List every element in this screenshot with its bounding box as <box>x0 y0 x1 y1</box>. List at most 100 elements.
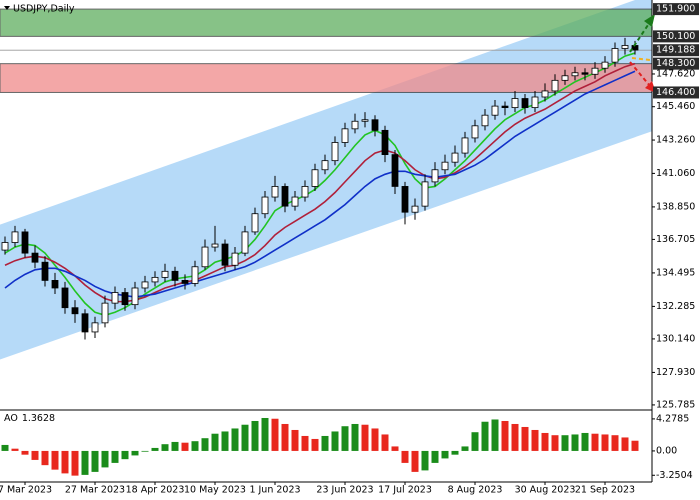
candle-body <box>171 270 179 281</box>
candle-body <box>211 243 219 248</box>
ao-tick-label: 0.00 <box>656 445 677 456</box>
ao-bar <box>431 450 439 463</box>
ao-bar <box>161 444 169 451</box>
candle-body <box>501 105 509 109</box>
ao-bar <box>291 429 299 451</box>
candle-body <box>471 125 479 139</box>
candle-body <box>491 105 499 116</box>
candle-body <box>71 307 79 315</box>
ao-bar <box>91 450 99 472</box>
ao-bar <box>131 450 139 456</box>
candle-body <box>41 261 49 281</box>
ao-bar <box>561 435 569 451</box>
ao-bar <box>101 450 109 468</box>
y-tick-label: 147.620 <box>656 68 695 79</box>
arrow-head <box>644 14 655 27</box>
y-tick-label: 134.495 <box>656 267 695 278</box>
title-marker <box>4 6 10 10</box>
ao-bar <box>441 450 449 459</box>
candle-body <box>261 196 269 215</box>
candle-body <box>131 287 139 306</box>
ao-name: AO <box>4 413 18 424</box>
level-zone <box>0 8 653 37</box>
ao-bar <box>21 450 29 455</box>
candle-body <box>371 119 379 131</box>
ao-bar <box>111 450 119 463</box>
ao-bar <box>1 444 9 451</box>
ao-bar <box>461 446 469 451</box>
ao-bar <box>261 417 269 451</box>
y-tick-label: 132.285 <box>656 301 695 312</box>
candle-body <box>461 137 469 154</box>
ao-bar <box>401 450 409 463</box>
ao-bar <box>11 448 19 451</box>
x-tick-label: 8 Aug 2023 <box>448 485 503 496</box>
candle-body <box>401 186 409 213</box>
level-label-box <box>653 57 699 70</box>
ao-bar <box>631 440 639 451</box>
level-label-box <box>653 3 699 16</box>
candle-body <box>421 181 429 207</box>
ao-bar <box>331 431 339 451</box>
ao-bar <box>491 419 499 451</box>
candle-body <box>411 205 419 213</box>
ao-label: AO 1.3628 <box>4 413 55 424</box>
candle-body <box>91 322 99 333</box>
candle-body <box>201 246 209 268</box>
candle-body <box>571 72 579 77</box>
ao-bar <box>231 428 239 451</box>
ao-bar <box>471 432 479 451</box>
candle-body <box>301 186 309 198</box>
candle-body <box>531 96 539 109</box>
candle-body <box>351 120 359 130</box>
candle-body <box>11 231 19 243</box>
moving-average <box>4 62 636 303</box>
ao-bar <box>191 441 199 451</box>
ao-bar <box>61 450 69 474</box>
ao-bar <box>321 435 329 451</box>
candle-body <box>161 270 169 278</box>
y-tick-label: 125.785 <box>656 399 695 410</box>
candle-body <box>611 48 619 63</box>
level-label: 146.400 <box>656 87 695 98</box>
x-tick-label: 23 Jun 2023 <box>316 485 373 496</box>
level-label: 150.100 <box>656 31 695 42</box>
current-price-label: 149.188 <box>656 45 695 56</box>
ao-bar <box>361 424 369 451</box>
ao-bar <box>501 420 509 451</box>
ao-bar <box>601 434 609 451</box>
candle-body <box>51 280 59 289</box>
ao-bar <box>271 418 279 451</box>
x-tick-label: 30 Aug 2023 <box>515 485 576 496</box>
candle-body <box>601 61 609 69</box>
candle-body <box>151 276 159 283</box>
ao-bar <box>541 432 549 451</box>
candle-body <box>231 252 239 266</box>
ao-value: 1.3628 <box>22 413 55 424</box>
y-tick-label: 136.705 <box>656 234 695 245</box>
level-label: 151.900 <box>656 4 695 15</box>
ao-bar <box>341 426 349 451</box>
ao-bar <box>71 450 79 476</box>
ao-bar <box>611 435 619 451</box>
x-tick-label: 10 May 2023 <box>184 485 246 496</box>
x-tick-label: 17 Jul 2023 <box>378 485 432 496</box>
moving-average <box>4 52 636 317</box>
candle-body <box>271 186 279 198</box>
ao-bar <box>41 450 49 466</box>
candle-body <box>191 266 199 284</box>
ao-bar <box>301 435 309 451</box>
ao-bar <box>171 441 179 451</box>
candle-body <box>441 161 449 171</box>
candle-body <box>121 292 129 306</box>
x-tick-label: 18 Apr 2023 <box>126 485 185 496</box>
ao-bar <box>531 429 539 451</box>
x-tick-label: 21 Sep 2023 <box>575 485 635 496</box>
candle-body <box>621 45 629 49</box>
candle-body <box>481 114 489 127</box>
candle-body <box>521 98 529 109</box>
y-tick-label: 138.850 <box>656 201 695 212</box>
ao-bar <box>31 450 39 460</box>
candle-body <box>321 160 329 171</box>
ao-bar <box>151 447 159 451</box>
